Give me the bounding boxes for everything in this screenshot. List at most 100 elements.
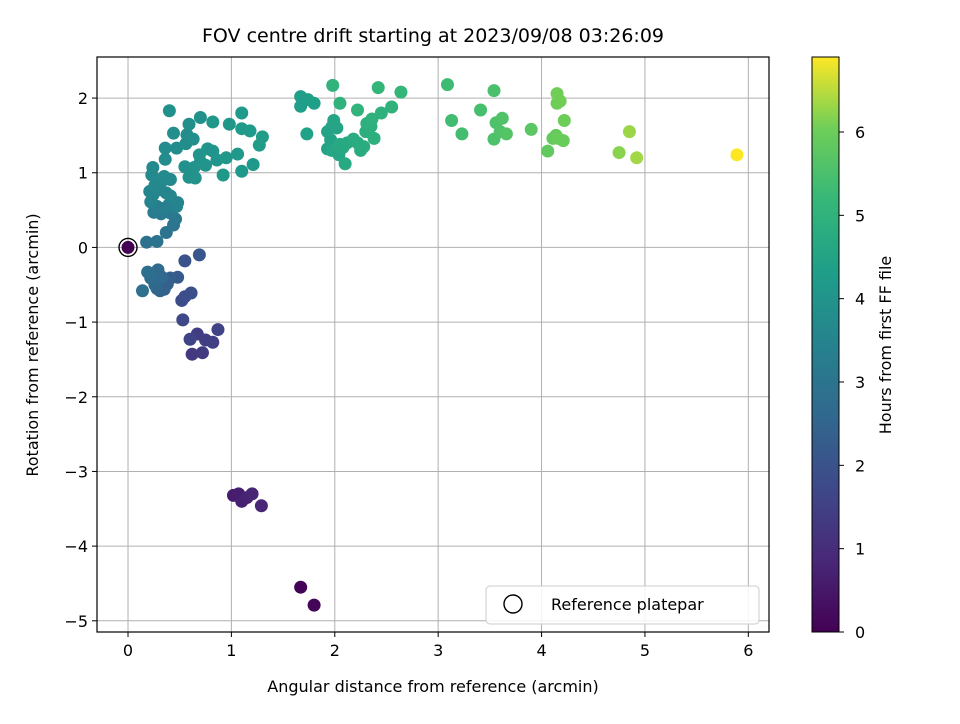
data-point	[524, 122, 538, 136]
data-point	[333, 96, 347, 110]
data-point	[188, 171, 202, 185]
data-point	[183, 332, 197, 346]
data-point	[394, 85, 408, 99]
data-point	[158, 152, 172, 166]
data-point	[167, 126, 181, 140]
colorbar-tick-label: 6	[855, 123, 865, 142]
colorbar-gradient	[811, 56, 840, 633]
data-points	[121, 78, 744, 612]
data-point	[162, 104, 176, 118]
data-point	[216, 168, 230, 182]
x-tick-label: 3	[433, 641, 443, 660]
data-point	[730, 148, 744, 162]
grid	[97, 57, 769, 632]
colorbar-ticks: 0 1 2 3 4 5 6	[839, 123, 865, 642]
y-tick-label: −3	[64, 462, 88, 481]
y-tick-label: −4	[64, 537, 88, 556]
y-tick-label: −5	[64, 612, 88, 631]
data-point	[556, 134, 570, 148]
colorbar-tick-label: 1	[855, 540, 865, 559]
data-point	[499, 127, 513, 141]
y-tick-label: 1	[78, 164, 88, 183]
data-point	[385, 100, 399, 114]
legend-box	[485, 585, 760, 625]
data-point	[206, 335, 220, 349]
data-point	[294, 580, 308, 594]
data-point	[367, 131, 381, 145]
chart-title: FOV centre drift starting at 2023/09/08 …	[202, 25, 664, 47]
x-tick-label: 0	[123, 641, 133, 660]
x-tick-label: 5	[640, 641, 650, 660]
data-point	[351, 103, 365, 117]
data-point	[185, 347, 199, 361]
data-point	[495, 111, 509, 125]
colorbar-tick-label: 0	[855, 623, 865, 642]
data-point	[245, 487, 259, 501]
data-point	[330, 121, 344, 135]
data-point	[474, 103, 488, 117]
colorbar-tick-label: 5	[855, 206, 865, 225]
data-point	[235, 106, 249, 120]
data-point	[307, 598, 321, 612]
data-point	[158, 141, 172, 155]
x-tick-label: 1	[226, 641, 236, 660]
data-point	[182, 117, 196, 131]
y-axis-ticks: 2 1 0 −1 −2 −3 −4 −5	[64, 89, 97, 631]
data-point	[243, 124, 257, 138]
data-point	[199, 158, 213, 172]
reference-point	[121, 240, 135, 254]
legend-label: Reference platepar	[551, 595, 704, 614]
y-tick-label: −1	[64, 313, 88, 332]
x-tick-label: 6	[743, 641, 753, 660]
data-point	[455, 127, 469, 141]
data-point	[557, 113, 571, 127]
colorbar-tick-label: 4	[855, 290, 865, 309]
data-point	[186, 132, 200, 146]
data-point	[135, 284, 149, 298]
data-point	[184, 286, 198, 300]
colorbar: 0 1 2 3 4 5 6 Hours from first FF file	[811, 56, 895, 642]
x-tick-label: 2	[330, 641, 340, 660]
data-point	[206, 115, 220, 129]
data-point	[357, 140, 371, 154]
data-point	[140, 235, 154, 249]
colorbar-tick-label: 2	[855, 456, 865, 475]
data-point	[141, 265, 155, 279]
data-point	[374, 106, 388, 120]
y-tick-label: 0	[78, 238, 88, 257]
data-point	[612, 146, 626, 160]
y-tick-label: 2	[78, 89, 88, 108]
x-axis-ticks: 0 1 2 3 4 5 6	[123, 632, 753, 660]
data-point	[146, 161, 160, 175]
data-point	[445, 113, 459, 127]
data-point	[163, 189, 177, 203]
data-point	[307, 96, 321, 110]
data-point	[222, 117, 236, 131]
y-axis-label: Rotation from reference (arcmin)	[23, 213, 42, 476]
data-point	[192, 248, 206, 262]
data-point	[219, 151, 233, 165]
data-point	[235, 164, 249, 178]
data-point	[255, 130, 269, 144]
data-point	[246, 158, 260, 172]
data-point	[195, 346, 209, 360]
reference-platepar-marker	[118, 237, 138, 258]
data-point	[211, 323, 225, 337]
legend-marker	[503, 594, 523, 614]
data-point	[541, 144, 555, 158]
data-point	[630, 151, 644, 165]
data-point	[326, 78, 340, 92]
data-point	[371, 81, 385, 95]
data-point	[231, 147, 245, 161]
colorbar-label: Hours from first FF file	[876, 256, 895, 435]
data-point	[487, 84, 501, 98]
data-point	[300, 127, 314, 141]
x-axis-label: Angular distance from reference (arcmin)	[267, 677, 598, 696]
data-point	[338, 157, 352, 171]
data-point	[178, 160, 192, 174]
colorbar-tick-label: 3	[855, 373, 865, 392]
data-point	[254, 499, 268, 513]
x-tick-label: 4	[536, 641, 546, 660]
